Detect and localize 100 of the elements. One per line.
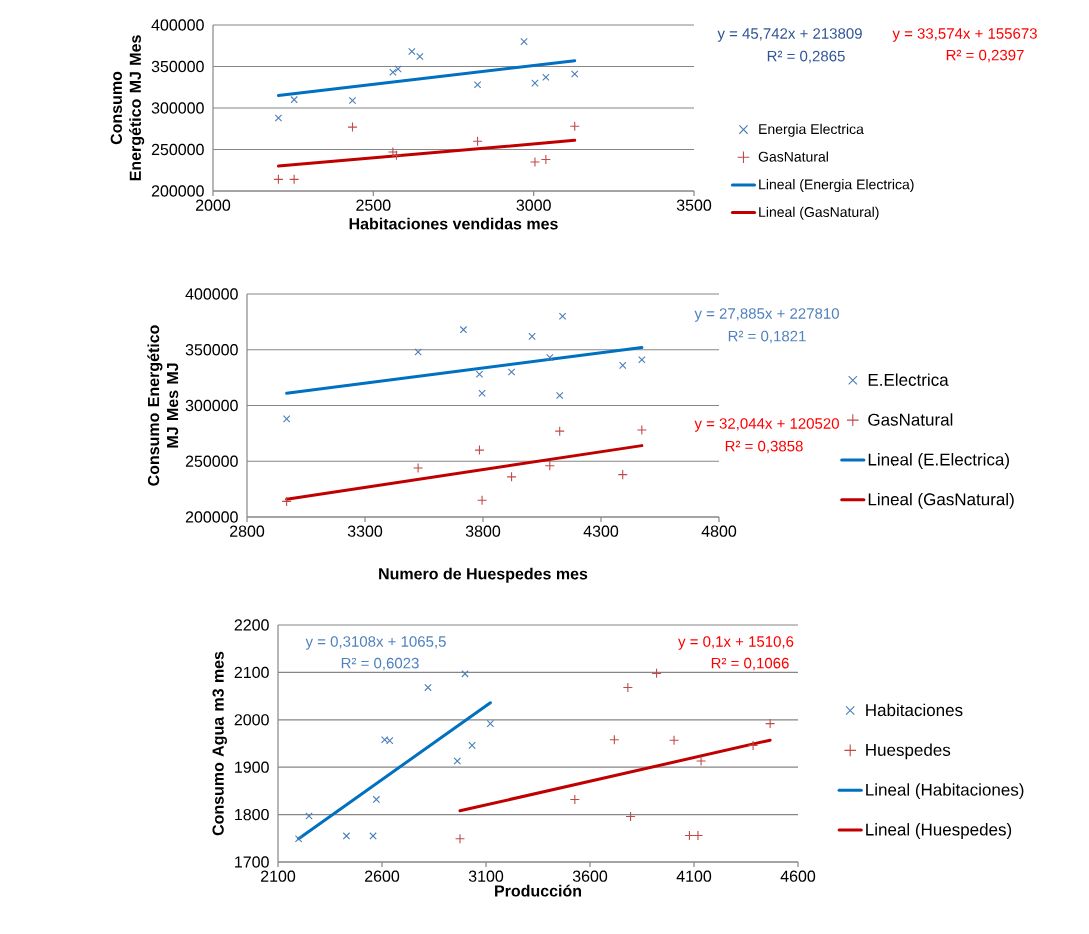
point (478, 389, 486, 397)
x-axis-title: Habitaciones vendidas mes (349, 217, 558, 230)
y-axis-title: Consumo Energético MJ Mes MJ (147, 325, 179, 486)
text: R² = 0,2865 (767, 50, 845, 64)
legend-label: Lineal (GasNatural) (868, 492, 1014, 509)
point (454, 833, 466, 844)
point (636, 424, 647, 436)
legend-label: Lineal (Energia Electrica) (759, 179, 914, 193)
y-tick-label: 2000 (234, 714, 269, 726)
x-axis-title: Numero de Huespedes mes (379, 567, 588, 583)
point (347, 122, 358, 133)
point (472, 136, 483, 147)
point (413, 462, 424, 473)
x-tick-label: 3800 (465, 525, 501, 537)
point (342, 832, 351, 840)
y-tick-label: 350000 (185, 344, 238, 356)
annotation: y = 27,885x + 227810 (694, 308, 839, 322)
point (618, 361, 627, 370)
point (520, 37, 528, 46)
point (542, 73, 550, 82)
point (570, 70, 579, 78)
y-tick-label: 250000 (185, 455, 238, 467)
point (474, 445, 485, 456)
y-tick-label: 1700 (235, 856, 269, 868)
point (546, 353, 554, 362)
point (408, 47, 416, 56)
point (294, 835, 303, 843)
point (528, 332, 536, 341)
y-tick-label: 200000 (151, 185, 204, 197)
y-tick-label: 2200 (234, 619, 269, 631)
annotation: y = 32,044x + 120520 (694, 418, 839, 432)
text: y = 45,742x + 213809 (717, 28, 862, 42)
legend-label: Lineal (GasNatural) (759, 206, 879, 220)
legend-label: Lineal (E.Electrica) (868, 453, 1009, 469)
legend-label: Habitaciones (866, 703, 963, 717)
point (389, 68, 397, 77)
point (459, 325, 468, 334)
point (290, 95, 298, 104)
point (569, 121, 580, 132)
y-tick-label: 1900 (235, 761, 269, 773)
point (692, 830, 704, 841)
annotation: R² = 0,6023 (341, 657, 419, 671)
point (544, 460, 555, 471)
x-tick-label: 4800 (701, 525, 737, 537)
y-axis-title: Consumo Energético MJ Mes (110, 35, 145, 181)
text: y = 33,574x + 155673 (892, 28, 1037, 42)
legend-label: GasNatural (758, 151, 828, 162)
legend-label: GasNatural (868, 413, 953, 426)
point (468, 741, 476, 750)
point (387, 146, 398, 158)
point (765, 718, 776, 729)
point (372, 795, 381, 804)
x-tick-label: 2800 (230, 525, 265, 537)
x-tick-label: 4100 (676, 870, 712, 882)
point (696, 755, 707, 767)
point (414, 348, 422, 356)
point (554, 426, 565, 437)
legend-label: Huespedes (866, 743, 951, 760)
point (651, 668, 662, 679)
x-tick-label: 3500 (676, 199, 712, 211)
point (453, 757, 462, 765)
x-tick-label: 3100 (468, 870, 504, 882)
text: R² = 0,2397 (946, 49, 1024, 63)
point (748, 740, 759, 751)
y-tick-label: 300000 (151, 102, 204, 114)
y-tick-label: 1800 (235, 808, 269, 821)
point (617, 469, 628, 480)
x-tick-label: 2500 (356, 199, 391, 211)
point (282, 415, 291, 423)
y-tick-label: 400000 (151, 19, 204, 31)
point (622, 682, 633, 693)
y-tick-label: 400000 (185, 288, 238, 300)
point (348, 96, 357, 105)
y-tick-label: 200000 (185, 511, 238, 523)
x-tick-label: 2600 (365, 870, 400, 882)
point (540, 154, 551, 165)
point (609, 734, 620, 745)
point (638, 356, 646, 364)
point (475, 370, 484, 379)
point (477, 495, 488, 506)
annotation: R² = 0,1066 (711, 657, 789, 671)
text: R² = 0,1821 (728, 330, 806, 344)
point (506, 471, 517, 482)
x-axis-title: Producción (495, 884, 582, 897)
point (424, 683, 432, 692)
x-tick-label: 2100 (261, 870, 296, 882)
point (507, 368, 516, 376)
legend-label: Lineal (Huespedes) (866, 823, 1012, 839)
y-tick-label: 350000 (151, 60, 204, 73)
point (529, 156, 540, 167)
y-axis-title: Consumo Agua m3 mes (212, 651, 228, 836)
x-tick-label: 3000 (516, 199, 551, 211)
legend-label: Energia Electrica (759, 123, 864, 137)
point (461, 670, 469, 678)
point (668, 735, 680, 746)
x-tick-label: 3600 (572, 870, 608, 882)
point (281, 496, 292, 507)
x-tick-label: 4300 (583, 525, 619, 537)
text: R² = 0,3858 (725, 440, 803, 454)
annotation: y = 0,1x + 1510,6 (678, 636, 794, 650)
